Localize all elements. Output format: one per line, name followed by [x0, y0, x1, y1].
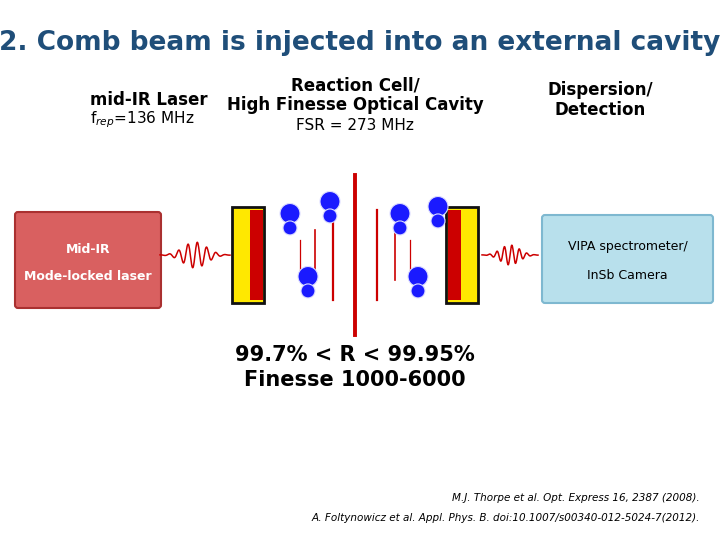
- Text: Mode-locked laser: Mode-locked laser: [24, 269, 152, 283]
- Text: M.J. Thorpe et al. Opt. Express 16, 2387 (2008).: M.J. Thorpe et al. Opt. Express 16, 2387…: [452, 493, 700, 503]
- Circle shape: [408, 267, 428, 287]
- Text: InSb Camera: InSb Camera: [588, 269, 668, 282]
- Text: mid-IR Laser: mid-IR Laser: [90, 91, 207, 109]
- Circle shape: [390, 204, 410, 224]
- FancyBboxPatch shape: [15, 212, 161, 308]
- Text: f$_{rep}$=136 MHz: f$_{rep}$=136 MHz: [90, 110, 194, 130]
- Circle shape: [280, 204, 300, 224]
- Text: 2. Comb beam is injected into an external cavity: 2. Comb beam is injected into an externa…: [0, 30, 720, 56]
- Circle shape: [283, 221, 297, 235]
- Bar: [448, 210, 462, 300]
- Text: Reaction Cell/: Reaction Cell/: [291, 76, 419, 94]
- Text: 99.7% < R < 99.95%: 99.7% < R < 99.95%: [235, 345, 475, 365]
- Circle shape: [323, 209, 337, 223]
- Circle shape: [320, 192, 340, 212]
- Circle shape: [411, 284, 425, 298]
- Text: Finesse 1000-6000: Finesse 1000-6000: [244, 370, 466, 390]
- Text: VIPA spectrometer/: VIPA spectrometer/: [567, 240, 688, 253]
- Bar: [250, 210, 263, 300]
- Text: Mid-IR: Mid-IR: [66, 242, 110, 256]
- Bar: [232, 207, 264, 303]
- Text: High Finesse Optical Cavity: High Finesse Optical Cavity: [227, 96, 483, 114]
- Circle shape: [428, 197, 448, 217]
- Circle shape: [393, 221, 407, 235]
- FancyBboxPatch shape: [542, 215, 713, 303]
- Text: Dispersion/: Dispersion/: [547, 81, 653, 99]
- Text: A. Foltynowicz et al. Appl. Phys. B. doi:10.1007/s00340-012-5024-7(2012).: A. Foltynowicz et al. Appl. Phys. B. doi…: [312, 513, 700, 523]
- Text: FSR = 273 MHz: FSR = 273 MHz: [296, 118, 414, 132]
- Circle shape: [431, 214, 445, 228]
- Bar: [446, 207, 478, 303]
- Text: Detection: Detection: [554, 101, 646, 119]
- Circle shape: [301, 284, 315, 298]
- Circle shape: [298, 267, 318, 287]
